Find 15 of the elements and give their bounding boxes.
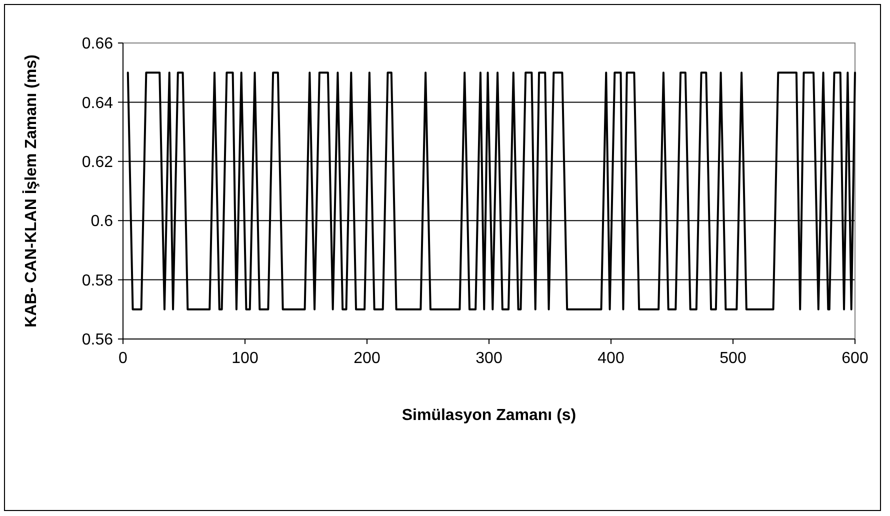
x-tick-label: 0 (118, 350, 128, 367)
x-tick-label: 500 (720, 350, 746, 367)
x-tick-label: 600 (842, 350, 868, 367)
y-axis-title: KAB- CAN-KLAN İşlem Zamanı (ms) (22, 54, 40, 328)
x-tick-label: 100 (232, 350, 258, 367)
x-tick-label: 300 (476, 350, 502, 367)
x-tick-label: 200 (354, 350, 380, 367)
y-tick-label: 0.56 (82, 332, 114, 349)
y-tick-label: 0.58 (82, 272, 114, 290)
y-tick-label: 0.62 (82, 154, 114, 171)
y-tick-label: 0.66 (82, 36, 114, 53)
x-tick-label: 400 (598, 350, 624, 367)
y-tick-label: 0.6 (90, 213, 114, 230)
x-axis-title: Simülasyon Zamanı (s) (402, 407, 576, 424)
y-tick-label: 0.64 (82, 94, 114, 112)
